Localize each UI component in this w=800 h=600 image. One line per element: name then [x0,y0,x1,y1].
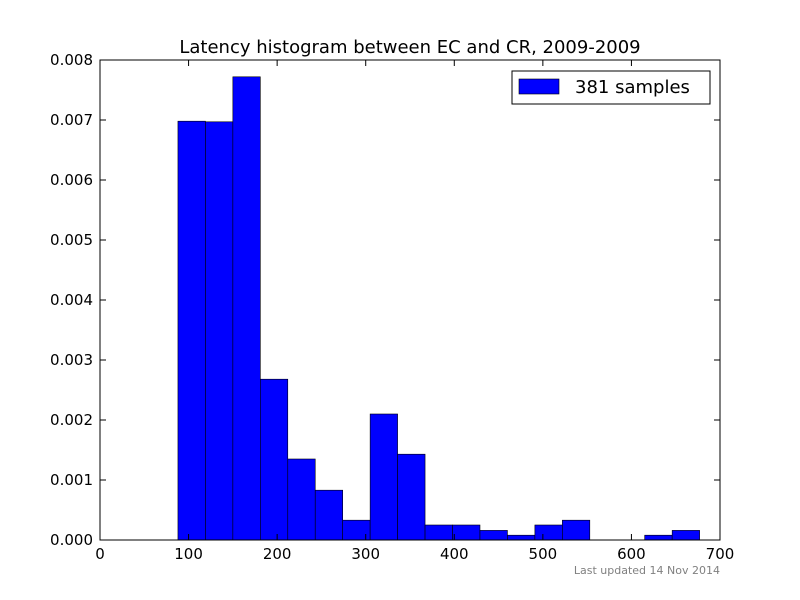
legend: 381 samples [511,70,711,105]
histogram-bar [369,413,398,541]
histogram-bar [507,534,536,541]
y-tick-label: 0.008 [50,51,93,69]
x-tick-label: 0 [95,545,105,563]
x-tick-label: 100 [174,545,203,563]
histogram-bar [424,524,453,541]
histogram-bar [205,121,234,541]
histogram-bar [644,534,673,541]
histogram-bar [260,378,289,541]
histogram-bar [232,76,261,541]
x-tick-label: 200 [263,545,292,563]
histogram-bar [562,519,591,541]
bars-group [177,76,700,541]
last-updated-note: Last updated 14 Nov 2014 [574,564,720,577]
y-tick-label: 0.004 [50,291,93,309]
histogram-bar [671,530,700,541]
y-tick-label: 0.003 [50,351,93,369]
x-tick-label: 600 [617,545,646,563]
x-tick-label: 400 [440,545,469,563]
histogram-bar [534,524,563,541]
histogram-bar [287,458,316,541]
y-tick-label: 0.005 [50,231,93,249]
y-tick-label: 0.006 [50,171,93,189]
y-tick-label: 0.007 [50,111,93,129]
x-tick-label: 300 [351,545,380,563]
y-tick-label: 0.002 [50,411,93,429]
x-tick-label: 700 [706,545,735,563]
histogram-bar [479,530,508,541]
histogram-bar [452,524,481,541]
histogram-bar [177,120,206,541]
x-tick-label: 500 [529,545,558,563]
histogram-bar [397,453,426,541]
ticks-group: 0 100 200 300 400 500 600 700 0.000 0.001 0.002 0.0… [50,51,734,563]
histogram-bar [314,489,343,541]
legend-swatch [518,78,560,95]
chart-title: Latency histogram between EC and CR, 200… [179,37,640,58]
y-tick-label: 0.000 [50,531,93,549]
y-tick-label: 0.001 [50,471,93,489]
legend-label: 381 samples [575,77,690,98]
